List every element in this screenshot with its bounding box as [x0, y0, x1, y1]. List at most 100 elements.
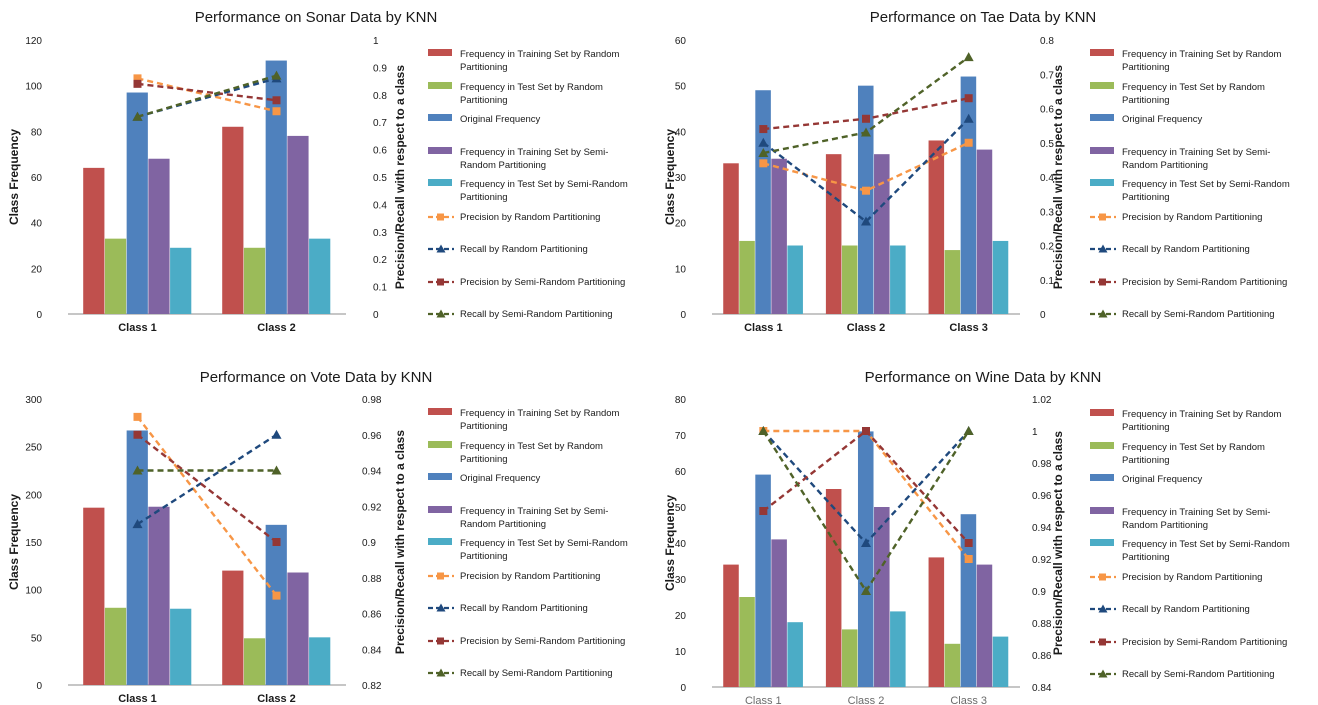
chart-title: Performance on Tae Data by KNN — [870, 9, 1097, 26]
bar — [771, 158, 787, 314]
y-tick-label: 40 — [675, 539, 687, 550]
y2-tick-label: 0.84 — [1032, 683, 1052, 694]
category-label: Class 3 — [949, 322, 988, 334]
y2-tick-label: 0.94 — [1032, 523, 1052, 534]
bar — [287, 135, 309, 314]
y-tick-label: 40 — [31, 219, 43, 230]
y-tick-label: 60 — [31, 173, 43, 184]
bar — [755, 90, 771, 314]
y2-tick-label: 0.82 — [362, 681, 382, 692]
legend-marker — [436, 668, 446, 677]
legend-label: Precision by Semi-Random Partitioning — [460, 277, 625, 288]
category-label: Class 2 — [847, 322, 886, 334]
data-point-marker — [861, 538, 871, 547]
y-tick-label: 30 — [675, 173, 687, 184]
legend-label: Frequency in Training Set by Semi- — [1122, 147, 1270, 158]
legend-label: Precision by Random Partitioning — [460, 571, 600, 582]
y-tick-label: 70 — [675, 431, 687, 442]
legend-label: Frequency in Test Set by Random — [460, 82, 603, 93]
bar — [126, 430, 148, 685]
series-line — [136, 433, 278, 526]
category-label: Class 2 — [257, 693, 296, 705]
y-axis-title: Class Frequency — [663, 129, 677, 225]
y2-tick-label: 0.2 — [1040, 242, 1054, 253]
y2-tick-label: 1 — [1032, 427, 1038, 438]
y-tick-label: 0 — [36, 681, 42, 692]
chart-title: Performance on Vote Data by KNN — [200, 369, 433, 386]
bar — [874, 154, 890, 314]
legend-label: Partitioning — [1122, 192, 1170, 203]
bar — [83, 507, 105, 685]
bar — [771, 539, 787, 687]
y2-tick-label: 1 — [373, 36, 379, 47]
legend-label: Frequency in Test Set by Random — [460, 441, 603, 452]
legend-label: Random Partitioning — [460, 160, 546, 171]
legend-swatch — [1090, 179, 1114, 186]
legend-marker — [437, 213, 444, 221]
series-line — [762, 117, 970, 224]
data-point-marker — [964, 555, 973, 563]
legend-label: Precision by Random Partitioning — [1122, 572, 1262, 583]
bar — [890, 245, 906, 314]
bar — [723, 163, 739, 314]
y-tick-label: 40 — [675, 127, 687, 138]
y-tick-label: 200 — [25, 490, 42, 501]
legend-marker — [1098, 309, 1108, 318]
bar — [992, 240, 1009, 314]
legend-marker — [1099, 213, 1106, 221]
bar — [944, 250, 961, 314]
y2-tick-label: 0.5 — [1040, 139, 1054, 150]
bar — [890, 611, 906, 687]
bar — [739, 597, 755, 687]
legend-label: Frequency in Test Set by Random — [1122, 442, 1265, 453]
data-point-marker — [133, 74, 142, 83]
legend-marker — [1099, 638, 1106, 646]
legend-label: Original Frequency — [460, 114, 541, 125]
legend-label: Frequency in Training Set by Random — [1122, 409, 1282, 420]
y-tick-label: 120 — [25, 36, 42, 47]
bar — [309, 637, 331, 685]
data-point-marker — [759, 125, 768, 134]
category-label: Class 1 — [118, 322, 157, 334]
legend-label: Partitioning — [1122, 455, 1170, 466]
data-point-marker — [861, 216, 871, 226]
data-point-marker — [964, 138, 973, 147]
y2-tick-label: 0.2 — [373, 255, 387, 266]
legend-swatch — [1090, 49, 1114, 56]
legend-swatch — [1090, 409, 1114, 416]
y2-tick-label: 0.86 — [362, 610, 382, 621]
legend-swatch — [428, 441, 452, 448]
legend-marker — [436, 244, 446, 253]
y-tick-label: 0 — [680, 683, 686, 694]
bar — [243, 247, 266, 314]
legend-label: Recall by Semi-Random Partitioning — [460, 668, 613, 679]
bar — [992, 636, 1009, 687]
series-line — [763, 141, 970, 192]
y2-tick-label: 0.4 — [1040, 173, 1054, 184]
legend-label: Partitioning — [1122, 95, 1170, 106]
legend-swatch — [1090, 82, 1114, 89]
y2-axis-title: Precision/Recall with respect to a class — [1051, 65, 1065, 289]
series-line — [137, 77, 277, 113]
legend-label: Partitioning — [460, 95, 508, 106]
legend-swatch — [428, 538, 452, 545]
bar — [787, 622, 803, 687]
legend-label: Partitioning — [460, 421, 508, 432]
y2-tick-label: 0.92 — [362, 502, 382, 513]
legend-swatch — [1090, 474, 1114, 481]
y-tick-label: 50 — [675, 503, 687, 514]
bar — [825, 489, 842, 687]
y-tick-label: 50 — [675, 82, 687, 93]
y-tick-label: 250 — [25, 443, 42, 454]
legend-swatch — [428, 506, 452, 513]
chart-panel-4: Performance on Wine Data by KNN Class Fre… — [663, 369, 1290, 705]
bar — [309, 238, 331, 314]
bar — [787, 245, 803, 314]
series-line — [137, 74, 277, 118]
category-label: Class 1 — [745, 695, 782, 705]
legend-swatch — [428, 82, 452, 89]
data-point-marker — [133, 430, 142, 439]
y-tick-label: 10 — [675, 647, 687, 658]
legend-label: Recall by Random Partitioning — [1122, 604, 1250, 615]
legend-marker — [1098, 669, 1108, 678]
